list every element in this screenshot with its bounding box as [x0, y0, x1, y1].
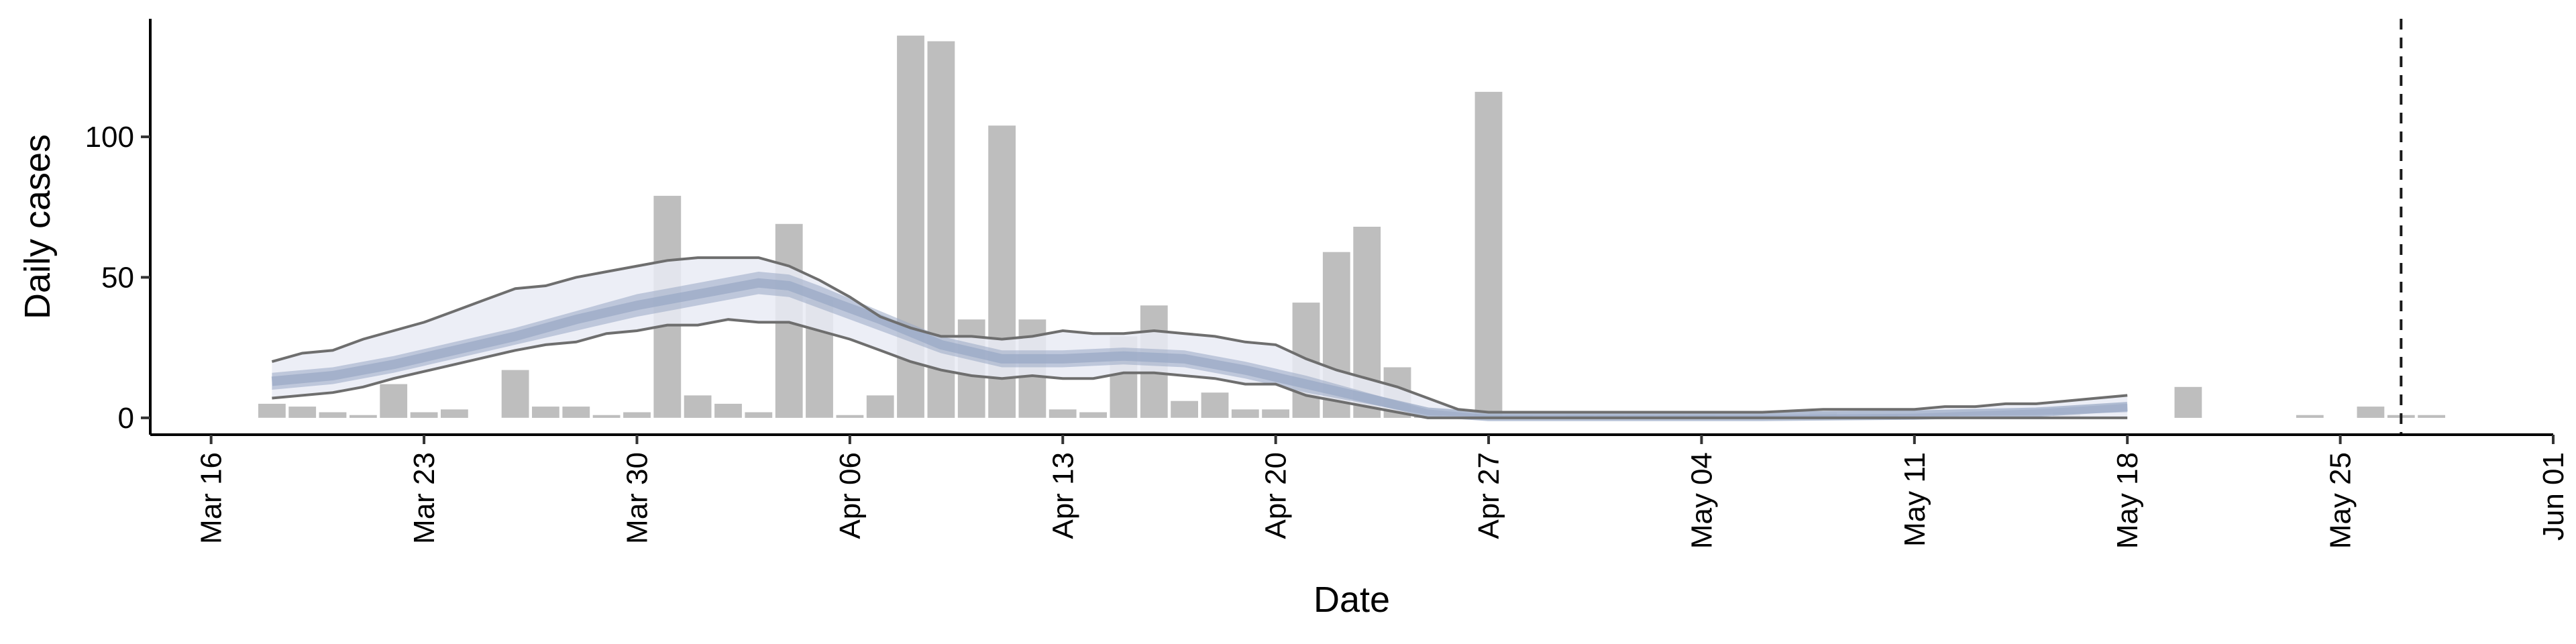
y-tick-label: 0	[118, 402, 134, 435]
interval-90-band	[272, 258, 2128, 418]
y-tick-label: 100	[85, 121, 134, 154]
x-tick-labels: Mar 16 Mar 23 Mar 30 Apr 06 Apr 13 Apr 20 Apr …	[195, 452, 2570, 549]
bar	[1079, 412, 1107, 418]
x-tick-label: Apr 27	[1472, 452, 1505, 539]
bar	[2174, 386, 2202, 418]
bar	[1201, 392, 1229, 418]
bar	[714, 403, 742, 418]
x-tick-label: Apr 06	[834, 452, 867, 539]
x-tick-label: Mar 23	[408, 452, 441, 544]
bar	[592, 415, 621, 418]
bar	[1262, 409, 1289, 418]
bar	[2418, 415, 2445, 418]
bar	[350, 415, 377, 418]
x-tick-label: May 18	[2111, 452, 2144, 549]
bar	[623, 412, 651, 418]
bar	[562, 407, 590, 418]
bar	[441, 409, 468, 418]
bar	[745, 412, 773, 418]
median-line	[271, 278, 2128, 421]
axes	[141, 19, 2555, 444]
x-tick-label: Apr 20	[1260, 452, 1293, 539]
x-tick-label: May 25	[2324, 452, 2357, 549]
bar	[1171, 400, 1198, 418]
bar	[684, 395, 712, 418]
x-axis-title: Date	[1313, 580, 1390, 620]
bar	[380, 384, 408, 418]
bar	[288, 407, 317, 418]
bar	[501, 370, 529, 418]
bar	[319, 412, 347, 418]
x-tick-label: May 11	[1898, 452, 1931, 547]
bar	[836, 415, 864, 418]
bar-series	[258, 36, 2445, 418]
x-tick-label: Mar 16	[195, 452, 228, 544]
bar	[866, 395, 894, 418]
bar	[1474, 91, 1503, 418]
bar	[410, 412, 438, 418]
bar	[532, 407, 559, 418]
interval-90-lower-line	[272, 318, 2128, 419]
bar	[1049, 409, 1077, 418]
interval-90-upper-line	[271, 256, 2128, 414]
x-tick-label: Apr 13	[1046, 452, 1079, 539]
bar	[258, 403, 286, 418]
bar	[2296, 415, 2324, 418]
x-tick-label: May 04	[1685, 452, 1718, 549]
x-tick-label: Jun 01	[2537, 452, 2570, 541]
bar	[2357, 407, 2385, 418]
y-tick-label: 50	[101, 261, 134, 294]
x-tick-label: Mar 30	[621, 452, 654, 544]
y-tick-labels: 0 50 100	[85, 121, 134, 435]
y-axis-title: Daily cases	[17, 134, 58, 319]
nowcast-bands	[271, 256, 2128, 421]
bar	[1231, 409, 1259, 418]
